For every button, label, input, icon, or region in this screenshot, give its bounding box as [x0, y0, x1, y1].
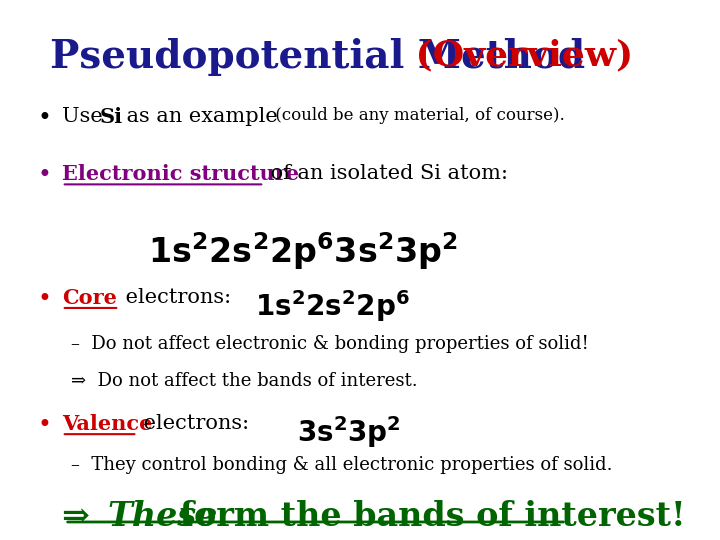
Text: $\mathbf{3s^23p^2}$: $\mathbf{3s^23p^2}$	[297, 414, 401, 450]
Text: •: •	[37, 106, 52, 130]
Text: ⇒  Do not affect the bands of interest.: ⇒ Do not affect the bands of interest.	[71, 372, 418, 390]
Text: –  Do not affect electronic & bonding properties of solid!: – Do not affect electronic & bonding pro…	[71, 335, 589, 353]
Text: as an example: as an example	[120, 106, 277, 126]
Text: These: These	[107, 500, 217, 533]
Text: of an isolated Si atom:: of an isolated Si atom:	[264, 164, 508, 184]
Text: electrons:: electrons:	[138, 414, 296, 433]
Text: Valence: Valence	[62, 414, 152, 434]
Text: Si: Si	[100, 106, 123, 126]
Text: Use: Use	[62, 106, 109, 126]
Text: (Overview): (Overview)	[403, 38, 634, 72]
Text: Core: Core	[62, 288, 117, 308]
Text: $\mathbf{1s^22s^22p^63s^23p^2}$: $\mathbf{1s^22s^22p^63s^23p^2}$	[148, 230, 459, 272]
Text: Electronic structure: Electronic structure	[62, 164, 299, 184]
Text: •: •	[37, 164, 52, 187]
Text: form the bands of interest!: form the bands of interest!	[168, 500, 685, 533]
Text: (could be any material, of course).: (could be any material, of course).	[270, 106, 565, 124]
Text: –  They control bonding & all electronic properties of solid.: – They control bonding & all electronic …	[71, 456, 613, 474]
Text: Pseudopotential Method: Pseudopotential Method	[50, 38, 585, 76]
Text: $\mathbf{1s^22s^22p^6}$: $\mathbf{1s^22s^22p^6}$	[255, 288, 410, 324]
Text: ⇒: ⇒	[62, 500, 102, 533]
Text: •: •	[37, 288, 52, 311]
Text: •: •	[37, 414, 52, 437]
Text: electrons:: electrons:	[120, 288, 258, 307]
